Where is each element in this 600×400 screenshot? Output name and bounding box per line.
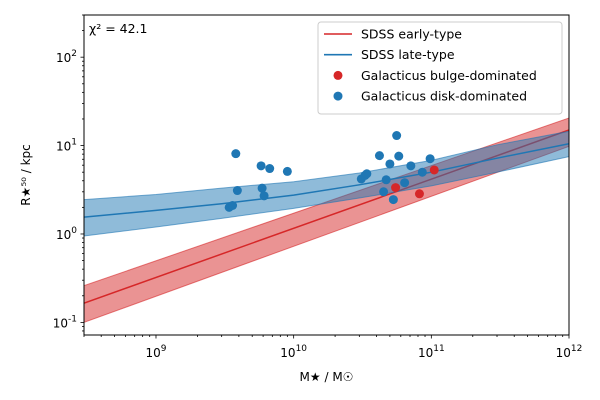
bands-layer bbox=[84, 117, 569, 323]
galacticus-bulge-dominated-point bbox=[391, 183, 401, 193]
legend-label-sdss-late-type: SDSS late-type bbox=[361, 47, 455, 62]
legend-box bbox=[317, 21, 563, 115]
galacticus-disk-dominated-point bbox=[257, 183, 267, 193]
y-tick-label: 101 bbox=[56, 138, 77, 154]
galacticus-disk-dominated-point bbox=[282, 166, 292, 176]
galacticus-disk-dominated-point bbox=[265, 164, 275, 174]
x-axis-label: M★ / M☉ bbox=[300, 370, 354, 384]
legend-swatch-galacticus-bulge-dominated bbox=[333, 70, 343, 80]
chi-squared-annotation: χ² = 42.1 bbox=[89, 21, 147, 36]
galacticus-disk-dominated-point bbox=[259, 191, 269, 201]
y-tick-label: 102 bbox=[56, 49, 77, 65]
legend-swatch-galacticus-disk-dominated bbox=[333, 91, 343, 101]
y-tick-label: 100 bbox=[56, 226, 77, 242]
galacticus-disk-dominated-point bbox=[381, 175, 391, 185]
galacticus-disk-dominated-point bbox=[379, 187, 389, 197]
galacticus-disk-dominated-point bbox=[231, 149, 241, 159]
galacticus-bulge-dominated-point bbox=[429, 165, 439, 175]
galacticus-disk-dominated-point bbox=[394, 151, 404, 161]
legend: SDSS early-type SDSS late-type Galacticus … bbox=[317, 21, 563, 115]
galacticus-disk-dominated-point bbox=[400, 178, 410, 188]
galacticus-disk-dominated-point bbox=[228, 201, 238, 210]
galacticus-disk-dominated-point bbox=[392, 131, 402, 141]
legend-label-galacticus-disk-dominated: Galacticus disk-dominated bbox=[361, 89, 527, 104]
x-tick-label: 1010 bbox=[280, 344, 307, 360]
galacticus-disk-dominated-point bbox=[374, 151, 384, 161]
galacticus-disk-dominated-point bbox=[406, 161, 416, 171]
galacticus-disk-dominated-point bbox=[362, 169, 372, 179]
plot-frame bbox=[83, 14, 570, 336]
x-tick-label: 109 bbox=[145, 344, 166, 360]
galacticus-disk-dominated-point bbox=[425, 154, 435, 164]
galacticus-disk-dominated-point bbox=[388, 195, 398, 205]
points-layer bbox=[224, 131, 439, 212]
y-tick-label: 10-1 bbox=[53, 314, 77, 330]
x-tick-label: 1012 bbox=[556, 344, 583, 360]
sdss-late-type-line bbox=[84, 142, 569, 218]
galacticus-disk-dominated-point bbox=[256, 161, 266, 171]
y-axis-label: R★⁵⁰ / kpc bbox=[19, 144, 33, 206]
galacticus-disk-dominated-point bbox=[417, 167, 427, 177]
ticks-layer: 109 1010 1011 1012 10-1 100 101 102 bbox=[53, 14, 583, 360]
galacticus-disk-dominated-point bbox=[232, 186, 242, 196]
axis-labels: M★ / M☉ R★⁵⁰ / kpc bbox=[19, 144, 353, 384]
x-tick-label: 1011 bbox=[418, 344, 445, 360]
sdss-late-type-band bbox=[84, 130, 569, 237]
legend-label-galacticus-bulge-dominated: Galacticus bulge-dominated bbox=[361, 68, 537, 83]
galacticus-disk-dominated-point bbox=[385, 159, 395, 169]
galacticus-bulge-dominated-point bbox=[414, 189, 424, 199]
legend-label-sdss-early-type: SDSS early-type bbox=[361, 27, 462, 42]
